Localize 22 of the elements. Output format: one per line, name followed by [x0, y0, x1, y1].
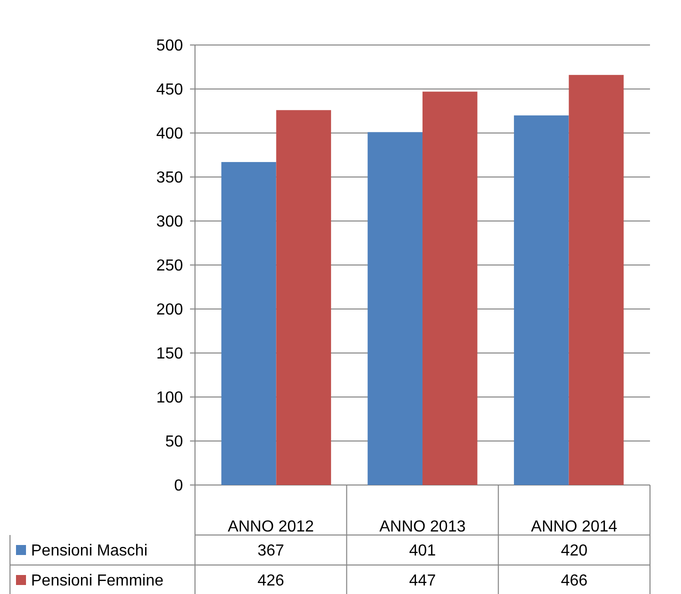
data-label: 426 [257, 572, 284, 590]
x-tick-label: ANNO 2013 [379, 518, 466, 536]
data-label: 367 [257, 542, 284, 560]
x-tick-label: ANNO 2014 [531, 518, 618, 536]
legend-label: Pensioni Maschi [31, 542, 148, 560]
data-label: 447 [409, 572, 436, 590]
data-label: 466 [560, 572, 588, 590]
y-tick-label: 400 [156, 126, 184, 143]
y-tick-label: 500 [156, 38, 184, 55]
y-tick-label: 350 [156, 170, 184, 187]
legend-label: Pensioni Femmine [31, 572, 164, 590]
data-label: 401 [409, 542, 436, 560]
y-tick-label: 450 [156, 82, 184, 99]
data-label: 420 [560, 542, 588, 560]
y-tick-label: 50 [165, 434, 184, 451]
y-tick-label: 150 [156, 346, 184, 363]
y-tick-label: 200 [156, 302, 184, 319]
y-tick-label: 250 [156, 258, 184, 275]
y-tick-label: 300 [156, 214, 184, 231]
y-tick-label: 0 [174, 478, 184, 495]
y-tick-label: 100 [156, 390, 184, 407]
x-tick-label: ANNO 2012 [228, 518, 314, 536]
